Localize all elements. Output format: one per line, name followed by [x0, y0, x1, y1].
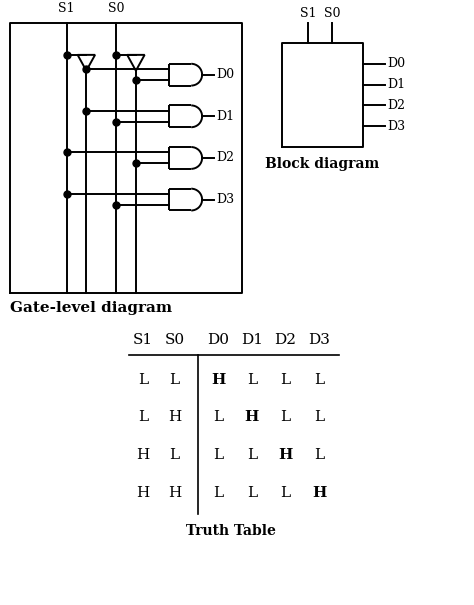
Text: D0: D0: [216, 68, 234, 81]
Text: L: L: [314, 410, 324, 424]
Text: D3: D3: [388, 120, 406, 132]
Text: D1: D1: [388, 78, 406, 91]
Text: L: L: [314, 373, 324, 387]
Text: L: L: [213, 486, 223, 500]
Text: S1: S1: [133, 333, 153, 347]
Text: L: L: [247, 373, 257, 387]
Text: Block diagram: Block diagram: [265, 157, 379, 171]
Text: H: H: [245, 410, 259, 424]
Text: Gate-level diagram: Gate-level diagram: [10, 301, 172, 315]
Text: D2: D2: [274, 333, 297, 347]
Text: Truth Table: Truth Table: [186, 524, 276, 538]
Text: D2: D2: [388, 99, 406, 112]
Text: S1: S1: [58, 2, 75, 15]
Text: D0: D0: [207, 333, 229, 347]
Text: L: L: [247, 448, 257, 462]
Text: D1: D1: [216, 110, 234, 123]
Text: D0: D0: [388, 57, 406, 70]
Text: L: L: [213, 448, 223, 462]
Text: L: L: [138, 373, 148, 387]
Text: H: H: [211, 373, 225, 387]
Text: H: H: [168, 486, 181, 500]
Text: H: H: [312, 486, 327, 500]
Text: L: L: [170, 373, 180, 387]
Text: S1: S1: [300, 7, 317, 20]
Text: H: H: [136, 448, 149, 462]
Text: L: L: [314, 448, 324, 462]
Text: L: L: [281, 410, 291, 424]
Text: L: L: [281, 486, 291, 500]
Text: L: L: [213, 410, 223, 424]
Text: H: H: [278, 448, 293, 462]
Text: H: H: [168, 410, 181, 424]
Text: L: L: [170, 448, 180, 462]
Text: S0: S0: [108, 2, 124, 15]
Text: L: L: [138, 410, 148, 424]
Text: D3: D3: [308, 333, 330, 347]
Text: S0: S0: [324, 7, 340, 20]
Text: S0: S0: [164, 333, 184, 347]
Text: L: L: [247, 486, 257, 500]
Text: H: H: [136, 486, 149, 500]
Text: D1: D1: [241, 333, 263, 347]
Text: D2: D2: [216, 151, 234, 165]
Text: D3: D3: [216, 193, 234, 206]
Text: L: L: [281, 373, 291, 387]
